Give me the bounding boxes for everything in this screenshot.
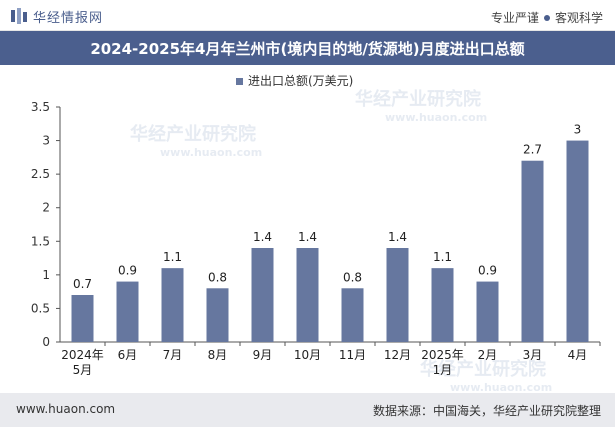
bar — [161, 268, 184, 342]
bar — [296, 248, 319, 342]
slogan: 专业严谨 客观科学 — [491, 9, 603, 26]
bar-value-label: 1.1 — [433, 250, 452, 264]
x-tick-label: 2024年 — [61, 348, 104, 362]
bar — [251, 248, 274, 342]
x-tick-label: 1月 — [433, 363, 453, 377]
y-tick-label: 1.5 — [31, 234, 50, 248]
bar-value-label: 1.4 — [253, 230, 272, 244]
legend-swatch — [236, 78, 243, 85]
x-tick-label: 10月 — [294, 348, 321, 362]
bar-value-label: 0.8 — [343, 270, 362, 284]
bar — [386, 248, 409, 342]
bar — [431, 268, 454, 342]
watermark-url: www.huaon.com — [450, 381, 552, 393]
bar-value-label: 0.8 — [208, 270, 227, 284]
x-tick-label: 2月 — [478, 348, 498, 362]
footer: www.huaon.com 数据来源：中国海关，华经产业研究院整理 — [0, 393, 615, 427]
y-tick-label: 2.5 — [31, 167, 50, 181]
bar — [341, 288, 364, 342]
y-tick-label: 3.5 — [31, 100, 50, 114]
huajing-logo-icon — [11, 8, 27, 24]
bar-value-label: 2.7 — [523, 143, 542, 157]
bar — [566, 140, 589, 342]
legend-label: 进出口总额(万美元) — [248, 74, 353, 88]
x-tick-label: 3月 — [523, 348, 543, 362]
bar-value-label: 0.9 — [478, 264, 497, 278]
x-tick-label: 8月 — [208, 348, 228, 362]
watermark-text: 华经产业研究院 — [355, 88, 481, 110]
bar — [206, 288, 229, 342]
slogan-right: 客观科学 — [554, 11, 603, 25]
x-tick-label: 4月 — [568, 348, 588, 362]
bar — [71, 295, 94, 342]
slogan-left: 专业严谨 — [490, 11, 539, 25]
bar-chart: 华经产业研究院www.huaon.com华经产业研究院www.huaon.com… — [31, 74, 601, 393]
bar — [476, 281, 499, 342]
bar-value-label: 1.4 — [388, 230, 407, 244]
y-tick-label: 0 — [42, 335, 50, 349]
x-tick-label: 12月 — [384, 348, 411, 362]
top-bar: 华经情报网 专业严谨 客观科学 — [0, 0, 615, 31]
y-tick-label: 3 — [42, 134, 50, 148]
bar-value-label: 1.4 — [298, 230, 317, 244]
y-tick-label: 0.5 — [31, 301, 50, 315]
x-tick-label: 9月 — [253, 348, 273, 362]
y-tick-label: 2 — [42, 201, 50, 215]
watermark-url: www.huaon.com — [160, 146, 262, 159]
brand-name: 华经情报网 — [33, 10, 104, 26]
watermark-text: 华经产业研究院 — [130, 123, 256, 145]
watermark-url: www.huaon.com — [385, 111, 487, 124]
footer-website[interactable]: www.huaon.com — [16, 402, 116, 416]
watermark-text: 华经产业研究院 — [420, 358, 546, 380]
x-tick-label: 5月 — [73, 363, 93, 377]
x-tick-label: 6月 — [118, 348, 138, 362]
x-tick-label: 2025年 — [421, 348, 464, 362]
bullet-icon — [543, 14, 550, 21]
footer-source: 数据来源：中国海关，华经产业研究院整理 — [372, 404, 601, 418]
y-tick-label: 1 — [42, 268, 50, 282]
x-tick-label: 7月 — [163, 348, 183, 362]
bar — [521, 160, 544, 342]
bar — [116, 281, 139, 342]
bar-value-label: 0.7 — [73, 277, 92, 291]
bar-value-label: 1.1 — [163, 250, 182, 264]
bar-value-label: 3 — [574, 123, 582, 137]
bar-value-label: 0.9 — [118, 264, 137, 278]
brand[interactable]: 华经情报网 — [10, 7, 104, 26]
x-tick-label: 11月 — [339, 348, 366, 362]
chart-title: 2024-2025年4月年兰州市(境内目的地/货源地)月度进出口总额 — [0, 31, 615, 65]
